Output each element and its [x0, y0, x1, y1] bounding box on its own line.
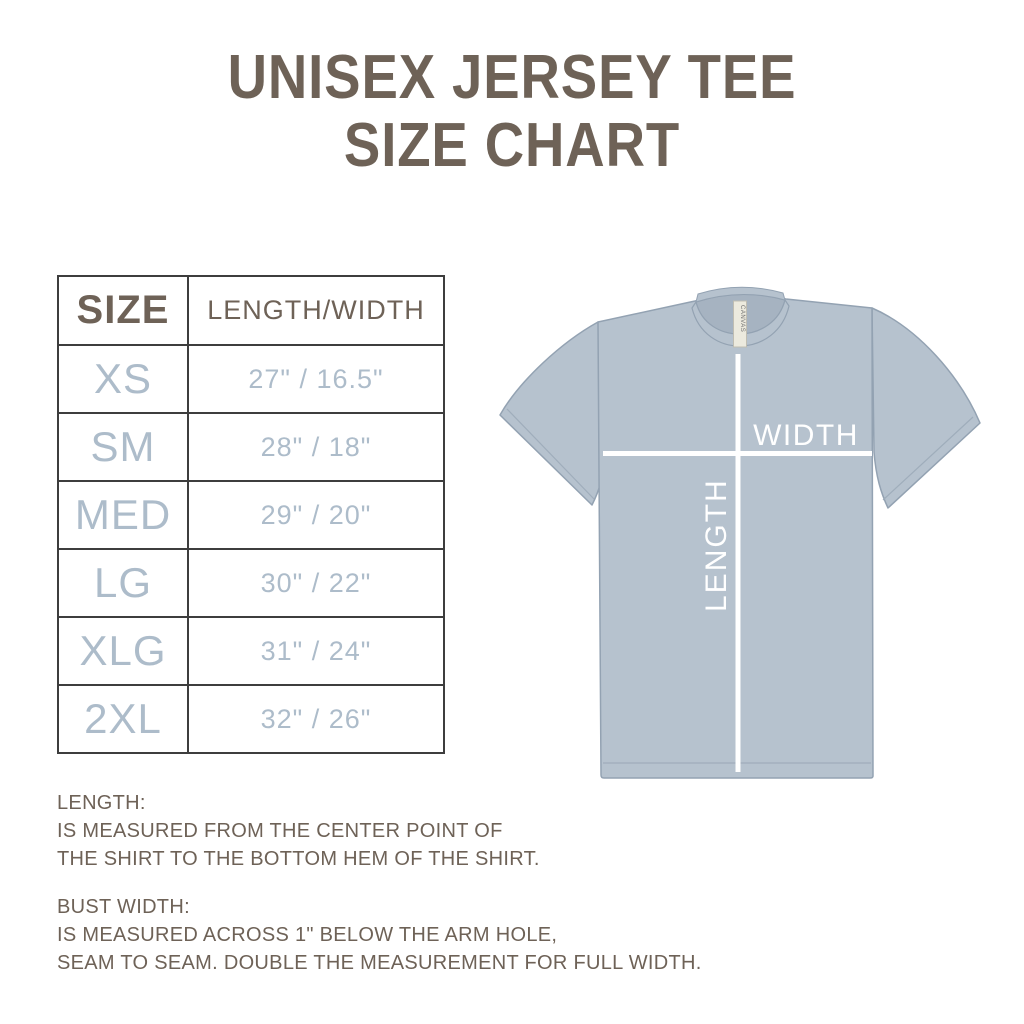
tshirt-left-sleeve [499, 321, 608, 506]
measurement-cell: 28" / 18" [187, 412, 445, 482]
size-cell: LG [57, 548, 189, 618]
tshirt-diagram: CANVAS WIDTH LENGTH [490, 280, 990, 780]
table-row: XS 27" / 16.5" [57, 344, 445, 414]
measurement-cell: 31" / 24" [187, 616, 445, 686]
back-collar [695, 286, 786, 303]
table-row: 2XL 32" / 26" [57, 684, 445, 754]
size-table-header-row: SIZE LENGTH/WIDTH [57, 275, 445, 346]
tshirt-illustration: CANVAS WIDTH LENGTH [499, 286, 981, 779]
measurement-cell: 32" / 26" [187, 684, 445, 754]
width-label: WIDTH [753, 419, 859, 452]
tshirt-right-sleeve [871, 307, 981, 509]
neck-tag-label: CANVAS [739, 305, 745, 332]
page-title: UNISEX JERSEY TEE SIZE CHART [0, 44, 1024, 180]
bust-note-line1: IS MEASURED ACROSS 1" BELOW THE ARM HOLE… [57, 924, 558, 946]
neck-tag [733, 300, 747, 348]
size-cell: XLG [57, 616, 189, 686]
measurement-notes: LENGTH: IS MEASURED FROM THE CENTER POIN… [57, 789, 702, 977]
table-row: XLG 31" / 24" [57, 616, 445, 686]
front-collar-band [691, 298, 790, 347]
length-label: LENGTH [700, 478, 733, 612]
length-width-column-header: LENGTH/WIDTH [187, 275, 445, 346]
bust-note-line2: SEAM TO SEAM. DOUBLE THE MEASUREMENT FOR… [57, 952, 702, 974]
bust-width-note: BUST WIDTH: IS MEASURED ACROSS 1" BELOW … [57, 893, 702, 977]
length-note: LENGTH: IS MEASURED FROM THE CENTER POIN… [57, 789, 702, 873]
size-cell: 2XL [57, 684, 189, 754]
measurement-cell: 30" / 22" [187, 548, 445, 618]
length-measure-line [735, 354, 741, 772]
length-note-line2: THE SHIRT TO THE BOTTOM HEM OF THE SHIRT… [57, 848, 540, 870]
size-cell: MED [57, 480, 189, 550]
size-cell: XS [57, 344, 189, 414]
length-note-line1: IS MEASURED FROM THE CENTER POINT OF [57, 820, 503, 842]
measurement-cell: 29" / 20" [187, 480, 445, 550]
left-sleeve-hem-seam [506, 408, 595, 500]
table-row: LG 30" / 22" [57, 548, 445, 618]
size-cell: SM [57, 412, 189, 482]
right-sleeve-hem-seam [882, 416, 974, 501]
size-column-header: SIZE [57, 275, 189, 346]
width-measure-line [603, 451, 872, 456]
table-row: SM 28" / 18" [57, 412, 445, 482]
measurement-cell: 27" / 16.5" [187, 344, 445, 414]
length-note-heading: LENGTH: [57, 792, 146, 814]
title-line-2: SIZE CHART [343, 111, 681, 180]
bust-note-heading: BUST WIDTH: [57, 896, 190, 918]
title-line-1: UNISEX JERSEY TEE [227, 43, 797, 112]
size-table: SIZE LENGTH/WIDTH XS 27" / 16.5" SM 28" … [57, 275, 445, 754]
table-row: MED 29" / 20" [57, 480, 445, 550]
